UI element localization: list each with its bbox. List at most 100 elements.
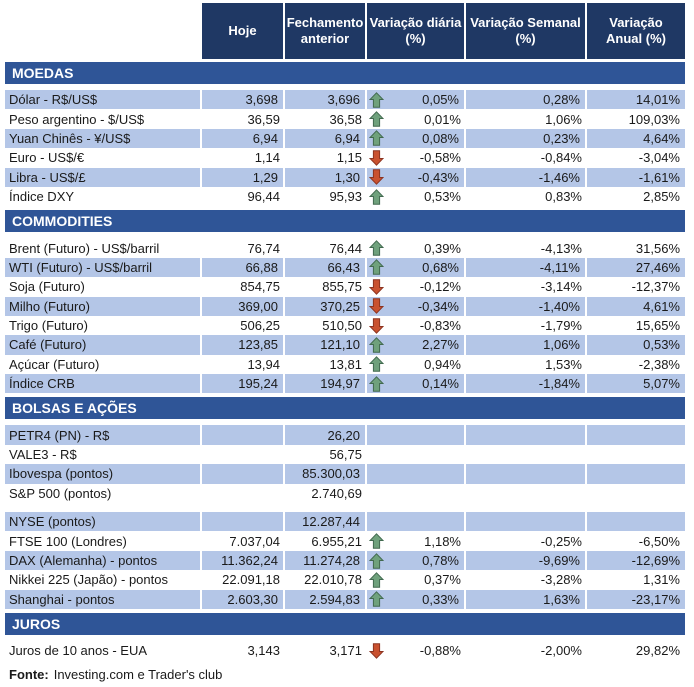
variacao-anual-cell: -3,04% (638, 150, 680, 166)
variacao-anual-cell: 0,53% (587, 335, 685, 355)
row-label-cell: Açúcar (Futuro) (9, 356, 100, 372)
fechamento-cell: 85.300,03 (285, 464, 367, 484)
fechamento-cell: 95,93 (329, 189, 362, 205)
down-arrow-icon (369, 150, 384, 166)
down-arrow-icon (369, 642, 384, 659)
variacao-semanal-cell: -1,84% (466, 374, 587, 394)
variacao-anual-cell: 4,61% (587, 296, 685, 316)
column-header-hoje: Hoje (202, 3, 285, 59)
table-row: Libra - US$/£ 1,29 1,30 -0,43% -1,46% -1,61% (5, 167, 685, 187)
table-row: DAX (Alemanha) - pontos 11.362,24 11.274,2… (5, 550, 685, 571)
variacao-semanal-cell (466, 464, 587, 484)
row-label-cell: Shanghai - pontos (5, 589, 202, 609)
variacao-diaria-cell: 0,39% (367, 238, 466, 257)
variacao-semanal-cell: -2,00% (540, 643, 582, 659)
corner-cell (5, 3, 202, 59)
variacao-semanal-cell: 1,06% (466, 335, 587, 355)
variacao-diaria-cell: 0,33% (367, 589, 466, 609)
source-note: Fonte: Investing.com e Trader's club (5, 665, 685, 683)
down-arrow-icon (369, 317, 384, 334)
variacao-diaria-cell: -0,12% (367, 277, 466, 296)
variacao-semanal-cell: -1,79% (540, 318, 582, 334)
row-label-cell: PETR4 (PN) - R$ (5, 425, 202, 445)
fechamento-cell: 6,94 (285, 128, 367, 149)
up-arrow-icon (369, 375, 384, 392)
column-header-variacao-semanal: Variação Semanal (%) (466, 3, 587, 59)
hoje-cell: 66,88 (202, 257, 285, 278)
hoje-cell (202, 425, 285, 445)
variacao-anual-cell (587, 445, 685, 464)
fechamento-cell: 11.274,28 (285, 550, 367, 571)
variacao-anual-cell: -2,38% (638, 356, 680, 372)
hoje-cell: 506,25 (240, 318, 280, 334)
fechamento-cell: 855,75 (322, 279, 362, 295)
up-arrow-icon (369, 111, 384, 127)
up-arrow-icon (369, 591, 384, 607)
variacao-semanal-cell: 1,06% (545, 111, 582, 127)
variacao-diaria-cell: -0,58% (367, 148, 466, 167)
row-label-cell: WTI (Futuro) - US$/barril (5, 257, 202, 278)
fechamento-cell: 56,75 (329, 447, 362, 463)
hoje-cell: 76,74 (247, 240, 280, 256)
variacao-semanal-cell (466, 445, 587, 464)
table-row: NYSE (pontos) 12.287,44 (5, 512, 685, 532)
variacao-diaria-cell: 0,94% (367, 355, 466, 374)
fechamento-cell: 2.594,83 (285, 589, 367, 609)
hoje-cell: 6,94 (202, 128, 285, 149)
table-row: PETR4 (PN) - R$ 26,20 (5, 425, 685, 445)
variacao-diaria-cell (367, 512, 466, 532)
fechamento-cell: 3,696 (285, 90, 367, 110)
variacao-diaria-cell (367, 425, 466, 445)
source-note-label: Fonte: (9, 666, 49, 682)
variacao-anual-cell: 29,82% (635, 643, 680, 659)
down-arrow-icon (369, 169, 384, 186)
fechamento-cell: 2.740,69 (311, 485, 362, 501)
variacao-anual-cell: -12,69% (587, 550, 685, 571)
fechamento-cell: 22.010,78 (304, 572, 362, 588)
variacao-anual-cell (587, 484, 685, 503)
row-label-cell: DAX (Alemanha) - pontos (5, 550, 202, 571)
variacao-semanal-cell: 0,28% (466, 90, 587, 110)
row-label-cell: Juros de 10 anos - EUA (9, 643, 148, 659)
row-label-cell: S&P 500 (pontos) (9, 485, 112, 501)
row-label-cell: Soja (Futuro) (9, 279, 85, 295)
variacao-anual-cell (587, 512, 685, 532)
fechamento-cell: 36,58 (329, 111, 362, 127)
fechamento-cell: 370,25 (285, 296, 367, 316)
row-label-cell: Milho (Futuro) (5, 296, 202, 316)
variacao-anual-cell: -6,50% (638, 533, 680, 549)
hoje-cell: 22.091,18 (222, 572, 280, 588)
section-band-bolsas-e-a-es: BOLSAS E AÇÕES (5, 397, 685, 420)
up-arrow-icon (369, 130, 384, 147)
variacao-diaria-cell: -0,34% (367, 296, 466, 316)
hoje-cell: 96,44 (247, 189, 280, 205)
table-row: Dólar - R$/US$ 3,698 3,696 0,05% 0,28% 14,01% (5, 90, 685, 110)
variacao-anual-cell: -1,61% (587, 167, 685, 187)
variacao-diaria-cell: 0,05% (367, 90, 466, 110)
hoje-cell (202, 464, 285, 484)
row-label-cell: Peso argentino - $/US$ (9, 111, 145, 127)
variacao-semanal-cell: -3,28% (540, 572, 582, 588)
up-arrow-icon (369, 188, 384, 205)
row-label-cell: Café (Futuro) (5, 335, 202, 355)
hoje-cell: 7.037,04 (229, 533, 280, 549)
source-note-text: Investing.com e Trader's club (53, 666, 223, 682)
up-arrow-icon (369, 356, 384, 373)
variacao-anual-cell: 4,64% (587, 128, 685, 149)
column-header-variacao-anual: Variação Anual (%) (587, 3, 685, 59)
hoje-cell (202, 445, 285, 464)
table-row: Café (Futuro) 123,85 121,10 2,27% 1,06% 0,53% (5, 335, 685, 355)
variacao-diaria-cell (367, 484, 466, 503)
fechamento-cell: 13,81 (329, 356, 362, 372)
variacao-anual-cell: 27,46% (587, 257, 685, 278)
variacao-semanal-cell: 1,53% (545, 356, 582, 372)
up-arrow-icon (369, 571, 384, 588)
row-label-cell: Ibovespa (pontos) (5, 464, 202, 484)
hoje-cell: 123,85 (202, 335, 285, 355)
variacao-semanal-cell: -4,11% (466, 257, 587, 278)
table-row: Ibovespa (pontos) 85.300,03 (5, 464, 685, 484)
row-label-cell: Trigo (Futuro) (9, 318, 88, 334)
variacao-diaria-cell: 1,18% (367, 531, 466, 550)
column-header-fechamento: Fechamento anterior (285, 3, 367, 59)
variacao-semanal-cell (466, 512, 587, 532)
